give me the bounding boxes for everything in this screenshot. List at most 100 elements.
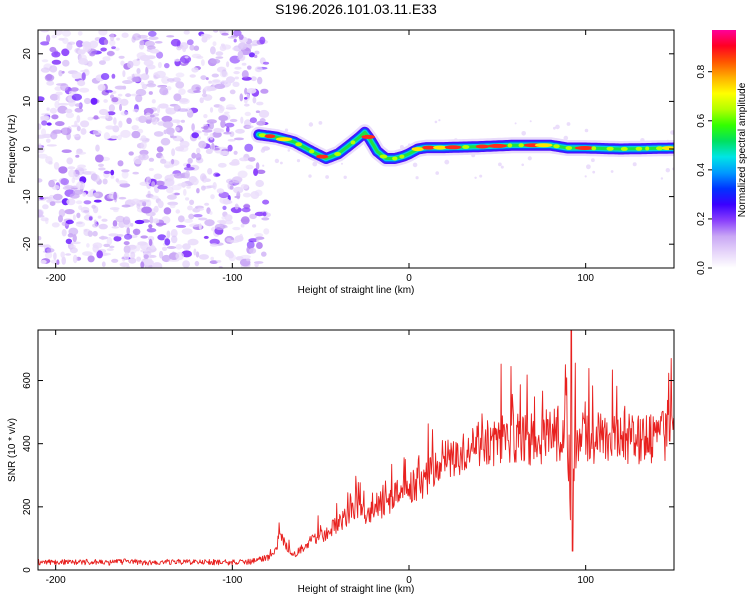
noise-speckle [237,50,244,59]
noise-speckle [87,230,93,237]
noise-speckle [84,97,91,105]
noise-speckle [151,181,156,188]
ridge-hotspot [361,134,376,139]
noise-speckle [210,194,215,200]
figure-title: S196.2026.101.03.11.E33 [275,1,437,17]
noise-speckle [98,167,106,171]
x-tick-label: 0 [406,575,412,586]
faint-speckle [280,161,283,165]
noise-speckle [164,63,170,69]
noise-speckle [175,81,185,89]
noise-speckle [166,35,175,38]
noise-speckle [146,176,152,185]
noise-speckle [45,156,53,164]
noise-speckle [200,75,207,80]
noise-speckle [42,204,49,210]
noise-speckle [46,248,55,253]
noise-speckle [171,184,182,191]
noise-speckle [255,236,265,240]
noise-speckle [131,130,141,139]
noise-speckle [203,178,211,182]
noise-speckle [175,224,187,228]
noise-speckle [146,45,156,50]
noise-speckle [120,98,129,106]
noise-speckle [40,115,50,120]
faint-speckle [500,165,504,169]
noise-speckle [115,215,125,223]
noise-speckle [201,59,205,66]
noise-speckle [132,108,139,113]
x-tick-label: -200 [46,273,66,284]
noise-speckle [189,223,199,228]
noise-speckle [57,105,68,114]
noise-speckle [126,227,130,236]
noise-speckle [140,261,145,268]
noise-speckle [213,30,219,33]
faint-speckle [318,121,323,125]
ridge-hotspot [379,154,388,159]
noise-speckle [146,64,156,70]
noise-speckle [227,139,236,142]
noise-speckle [111,73,116,79]
noise-speckle [240,216,250,225]
faint-speckle [479,174,483,178]
noise-speckle [103,39,109,45]
ridge-hotspot [422,145,436,150]
noise-speckle [215,173,221,177]
noise-speckle [91,204,96,209]
colorbar-tick-label: 0.2 [696,212,707,226]
noise-speckle [185,107,192,113]
noise-speckle [207,168,213,175]
noise-speckle [61,256,66,265]
noise-speckle [148,238,153,246]
noise-speckle [261,251,267,257]
noise-speckle [170,135,177,139]
noise-speckle [143,254,149,259]
noise-speckle [51,51,61,58]
noise-speckle [123,245,131,254]
noise-speckle [226,126,230,133]
noise-speckle [76,40,84,48]
noise-speckle [227,252,234,259]
x-tick-label: -100 [222,273,242,284]
snr-panel: -200 -100 0 100 0 200 400 600 Height of straig… [7,329,675,595]
x-tick-label: 100 [577,273,594,284]
noise-speckle [220,119,226,128]
noise-speckle [75,151,87,155]
noise-speckle [253,261,264,264]
noise-speckle [195,153,202,161]
noise-speckle [157,234,167,241]
y-tick-label: 600 [22,372,33,389]
noise-speckle [141,206,153,214]
noise-speckle [118,120,123,128]
noise-speckle [167,201,179,206]
noise-speckle [187,238,199,246]
noise-speckle [199,97,204,104]
noise-speckle [157,85,167,88]
colorbar-tick-label: 0.0 [696,261,707,275]
noise-speckle [163,129,168,135]
noise-speckle [260,88,269,94]
noise-speckle [131,198,141,205]
noise-speckle [201,185,206,191]
noise-speckle [162,121,174,128]
noise-speckle [197,136,201,140]
noise-speckle [93,219,97,225]
noise-speckle [71,93,82,101]
ridge-hotspot [565,146,573,150]
noise-speckle [166,194,177,200]
ridge-hotspot [309,149,315,154]
noise-speckle [118,93,123,97]
noise-speckle [106,248,114,252]
noise-speckle [92,242,103,249]
ridge-hotspot [591,146,597,151]
noise-speckle [75,154,80,158]
faint-speckle [274,158,280,164]
noise-speckle [143,259,154,266]
noise-speckle [224,219,234,225]
noise-speckle [128,151,134,156]
noise-speckle [132,171,139,175]
noise-speckle [122,85,127,90]
noise-speckle [116,37,120,41]
